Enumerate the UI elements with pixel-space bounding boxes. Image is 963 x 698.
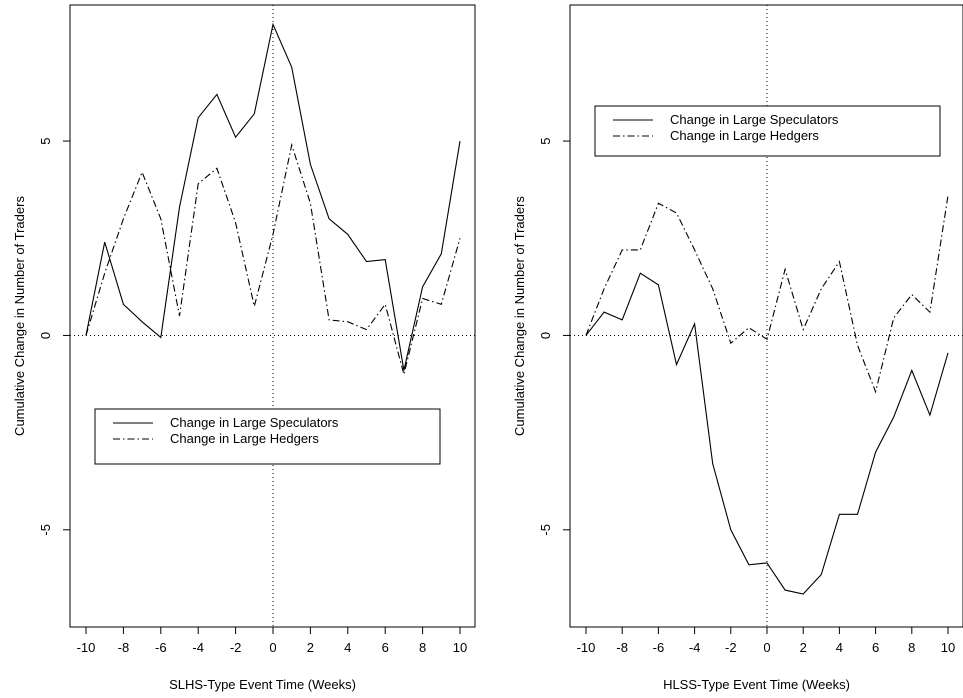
y-tick-label: 5 (38, 137, 53, 144)
legend-box (94, 408, 441, 465)
x-tick-label: 0 (763, 640, 770, 655)
x-tick-label: -10 (77, 640, 96, 655)
x-tick-label: -2 (725, 640, 737, 655)
x-axis-title: HLSS-Type Event Time (Weeks) (663, 677, 850, 692)
x-tick-label: -10 (577, 640, 596, 655)
series-line-speculators (585, 272, 949, 595)
y-tick-label: -5 (538, 524, 553, 536)
x-tick-label: -4 (689, 640, 701, 655)
y-tick-label: 0 (538, 332, 553, 339)
x-tick-label: -6 (653, 640, 665, 655)
x-tick-label: 0 (269, 640, 276, 655)
series-line-hedgers (585, 195, 949, 394)
x-tick-label: 8 (908, 640, 915, 655)
x-tick-label: -8 (118, 640, 130, 655)
x-tick-label: -4 (192, 640, 204, 655)
x-tick-label: 10 (941, 640, 955, 655)
x-tick-label: -6 (155, 640, 167, 655)
legend-label: Change in Large Hedgers (170, 431, 319, 446)
x-tick-label: 2 (800, 640, 807, 655)
y-tick-label: 5 (538, 137, 553, 144)
x-axis-title: SLHS-Type Event Time (Weeks) (169, 677, 356, 692)
y-tick-label: -5 (38, 524, 53, 536)
y-axis-title: Cumulative Change in Number of Traders (512, 196, 527, 436)
x-tick-label: 2 (307, 640, 314, 655)
x-tick-label: 4 (836, 640, 843, 655)
x-tick-label: 8 (419, 640, 426, 655)
legend-box (594, 105, 941, 157)
legend-label: Change in Large Speculators (170, 415, 339, 430)
legend-label: Change in Large Speculators (670, 112, 839, 127)
x-tick-label: 4 (344, 640, 351, 655)
x-tick-label: 10 (453, 640, 467, 655)
chart-panel-1: -10 -8 -6 -4 -2 0 2 4 6 8 10 -5 0 5 SLHS-Type Event Ti… (12, 4, 476, 692)
legend-label: Change in Large Hedgers (670, 128, 819, 143)
y-axis-title: Cumulative Change in Number of Traders (12, 196, 27, 436)
x-tick-label: -8 (616, 640, 628, 655)
x-tick-label: 6 (382, 640, 389, 655)
y-tick-label: 0 (38, 332, 53, 339)
chart-panel-2: -10 -8 -6 -4 -2 0 2 4 6 8 10 -5 0 5 HLSS-Type Event Ti… (512, 4, 963, 692)
series-line-hedgers (85, 142, 461, 375)
series-line-speculators (85, 22, 461, 371)
x-tick-label: 6 (872, 640, 879, 655)
x-tick-label: -2 (230, 640, 242, 655)
